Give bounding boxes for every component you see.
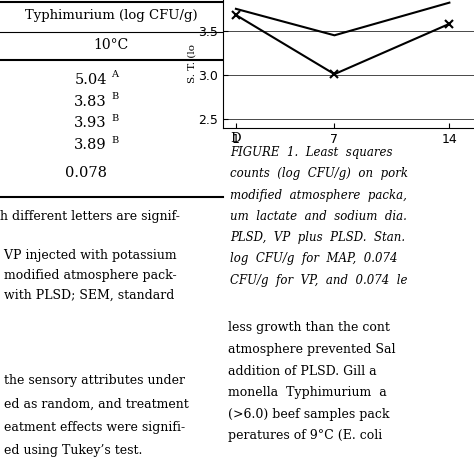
- Text: PLSD,  VP  plus  PLSD.  Stan.: PLSD, VP plus PLSD. Stan.: [230, 231, 405, 244]
- Text: B: B: [111, 136, 118, 145]
- Text: 10°C: 10°C: [94, 38, 129, 52]
- Text: B: B: [111, 92, 118, 101]
- Text: 3.89: 3.89: [74, 138, 107, 152]
- Text: peratures of 9°C (E. coli: peratures of 9°C (E. coli: [228, 429, 382, 442]
- Text: monella  Typhimurium  a: monella Typhimurium a: [228, 386, 387, 399]
- Text: addition of PLSD. Gill a: addition of PLSD. Gill a: [228, 365, 376, 377]
- Text: um  lactate  and  sodium  dia.: um lactate and sodium dia.: [230, 210, 407, 223]
- Text: 0.078: 0.078: [65, 166, 107, 180]
- Text: less growth than the cont: less growth than the cont: [228, 321, 390, 334]
- Text: Typhimurium (log CFU/g): Typhimurium (log CFU/g): [25, 9, 198, 22]
- Text: 3.93: 3.93: [74, 117, 107, 130]
- Text: A: A: [111, 70, 118, 79]
- Y-axis label: S. T. (lo: S. T. (lo: [188, 45, 197, 83]
- Text: 3.83: 3.83: [74, 94, 107, 109]
- Text: counts  (log  CFU/g)  on  pork: counts (log CFU/g) on pork: [230, 167, 408, 180]
- Text: ed using Tukey’s test.: ed using Tukey’s test.: [0, 444, 142, 457]
- Text: FIGURE  1.  Least  squares: FIGURE 1. Least squares: [230, 146, 393, 159]
- Text: ed as random, and treatment: ed as random, and treatment: [0, 398, 189, 410]
- Text: (>6.0) beef samples pack: (>6.0) beef samples pack: [228, 408, 389, 420]
- Text: modified  atmosphere  packa,: modified atmosphere packa,: [230, 189, 407, 201]
- Text: the sensory attributes under: the sensory attributes under: [0, 374, 185, 387]
- Text: VP injected with potassium: VP injected with potassium: [0, 249, 177, 262]
- Text: atmosphere prevented Sal: atmosphere prevented Sal: [228, 343, 395, 356]
- Text: with PLSD; SEM, standard: with PLSD; SEM, standard: [0, 289, 174, 301]
- Text: D: D: [230, 132, 241, 145]
- Text: log  CFU/g  for  MAP,  0.074: log CFU/g for MAP, 0.074: [230, 252, 398, 265]
- Text: h different letters are signif-: h different letters are signif-: [0, 210, 180, 223]
- Text: B: B: [111, 114, 118, 123]
- Text: CFU/g  for  VP,  and  0.074  le: CFU/g for VP, and 0.074 le: [230, 273, 408, 286]
- Text: 5.04: 5.04: [74, 73, 107, 87]
- Text: eatment effects were signifi-: eatment effects were signifi-: [0, 421, 185, 434]
- Text: modified atmosphere pack-: modified atmosphere pack-: [0, 269, 177, 282]
